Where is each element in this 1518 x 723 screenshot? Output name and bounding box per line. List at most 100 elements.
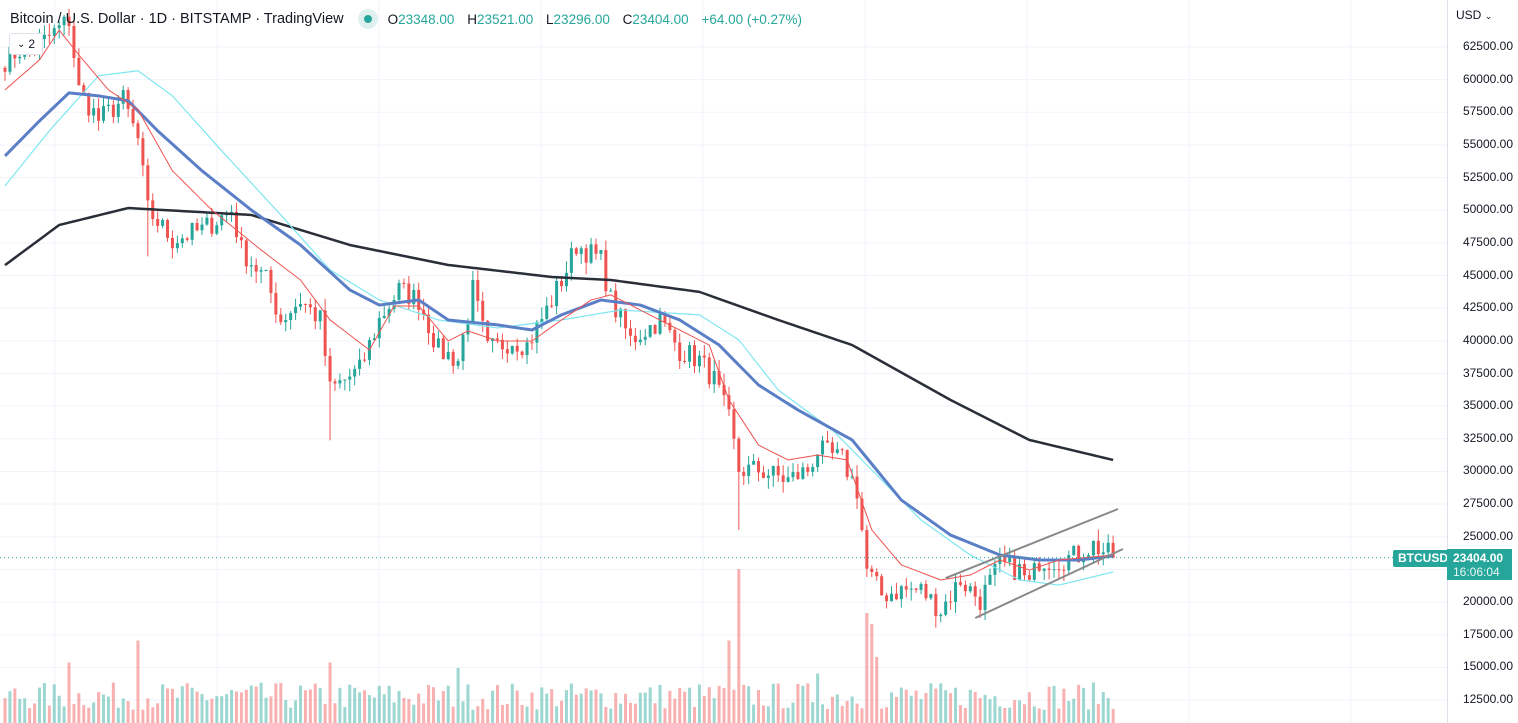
candle-body: [717, 371, 721, 385]
volume-bar: [771, 683, 775, 723]
volume-bar: [318, 688, 322, 723]
volume-bar: [412, 704, 416, 723]
candle-body: [550, 305, 554, 307]
volume-bar: [1003, 707, 1007, 723]
volume-bar: [919, 699, 923, 723]
candle-body: [313, 307, 317, 322]
volume-bar: [372, 697, 376, 723]
volume-bar: [653, 703, 657, 723]
volume-bar: [52, 684, 56, 723]
candle-body: [456, 361, 460, 366]
volume-bar: [816, 673, 820, 723]
candle-body: [702, 355, 706, 358]
volume-bar: [505, 703, 509, 723]
volume-bar: [72, 704, 76, 723]
candle-body: [909, 588, 913, 590]
symbol-tag: BTCUSD: [1393, 550, 1453, 567]
volume-bar: [732, 689, 736, 723]
candle-body: [840, 449, 844, 451]
volume-bar: [520, 704, 524, 723]
candle-body: [8, 46, 12, 72]
candle-body: [791, 472, 795, 478]
volume-bar: [180, 686, 184, 723]
candle-body: [609, 290, 613, 292]
candle-body: [1106, 542, 1110, 553]
volume-bar: [1057, 708, 1061, 723]
candle-body: [929, 594, 933, 599]
candle-body: [1082, 560, 1086, 563]
candle-body: [796, 472, 800, 479]
candle-body: [712, 371, 716, 385]
candle-body: [3, 67, 7, 72]
volume-bar: [894, 696, 898, 723]
high-value: 23521.00: [476, 11, 534, 27]
volume-bar: [500, 705, 504, 723]
volume-bar: [589, 690, 593, 723]
candle-body: [1032, 563, 1036, 580]
volume-bar: [880, 708, 884, 723]
volume-bar: [845, 700, 849, 723]
candle-body: [471, 279, 475, 322]
volume-bar: [254, 686, 258, 723]
low-label: L: [546, 11, 554, 27]
volume-bar: [737, 569, 741, 723]
volume-bar: [545, 693, 549, 723]
volume-bar: [367, 695, 371, 723]
candle-body: [377, 317, 381, 339]
candle-body: [811, 467, 815, 472]
candle-body: [220, 215, 224, 226]
market-status-icon: [357, 9, 378, 29]
price-tick: 35000.00: [1462, 398, 1513, 413]
candle-body: [363, 359, 367, 361]
volume-bar: [821, 704, 825, 723]
volume-bar: [234, 691, 238, 723]
volume-bar: [77, 693, 81, 723]
candle-body: [963, 584, 967, 592]
candle-body: [299, 303, 302, 307]
candle-body: [1003, 555, 1007, 562]
volume-bar: [28, 708, 32, 723]
ohlc-values: O23348.00 H23521.00 L23296.00 C23404.00 …: [388, 12, 802, 27]
candle-body: [180, 238, 184, 244]
candle-body: [904, 586, 908, 590]
volume-bar: [702, 696, 706, 723]
volume-bar: [363, 690, 367, 723]
candle-body: [97, 108, 101, 121]
volume-bar: [796, 683, 800, 723]
candle-body: [500, 339, 504, 350]
candle-body: [141, 138, 145, 166]
volume-bar: [530, 692, 534, 723]
candle-body: [584, 248, 588, 263]
symbol-title[interactable]: Bitcoin / U.S. Dollar · 1D · BITSTAMP · …: [10, 11, 344, 27]
candle-body: [688, 345, 692, 362]
close-label: C: [622, 11, 633, 27]
volume-bar: [136, 640, 140, 723]
volume-bar: [791, 702, 795, 723]
candle-body: [821, 440, 825, 455]
volume-bar: [515, 690, 519, 723]
candle-body: [348, 376, 352, 380]
volume-bar: [939, 683, 943, 723]
high-label: H: [467, 11, 477, 27]
volume-bar: [308, 689, 312, 723]
candle-body: [825, 440, 829, 443]
volume-bar: [757, 690, 761, 723]
candle-body: [358, 359, 362, 369]
price-tick: 37500.00: [1462, 365, 1513, 380]
price-axis[interactable]: USD ⌄ 62500.00 60000.00 57500.00 55000.00 52…: [1447, 0, 1518, 723]
candle-body: [816, 454, 820, 468]
candle-body: [643, 336, 647, 340]
candle-body: [486, 320, 490, 341]
volume-bar: [717, 685, 721, 723]
candle-body: [1027, 575, 1031, 580]
volume-bar: [752, 704, 756, 723]
currency-selector[interactable]: USD ⌄: [1456, 8, 1492, 22]
candle-body: [1096, 540, 1100, 555]
volume-bar: [678, 688, 682, 723]
volume-bar: [185, 683, 189, 723]
candle-body: [619, 308, 623, 318]
price-chart[interactable]: [0, 0, 1447, 723]
collapse-indicators-button[interactable]: ⌄ 2: [9, 33, 43, 55]
candle-body: [451, 351, 455, 366]
candle-body: [431, 333, 435, 348]
